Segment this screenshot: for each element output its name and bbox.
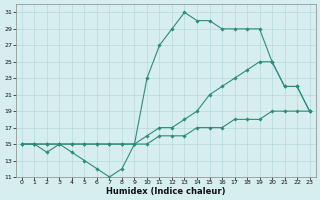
X-axis label: Humidex (Indice chaleur): Humidex (Indice chaleur)	[106, 187, 226, 196]
